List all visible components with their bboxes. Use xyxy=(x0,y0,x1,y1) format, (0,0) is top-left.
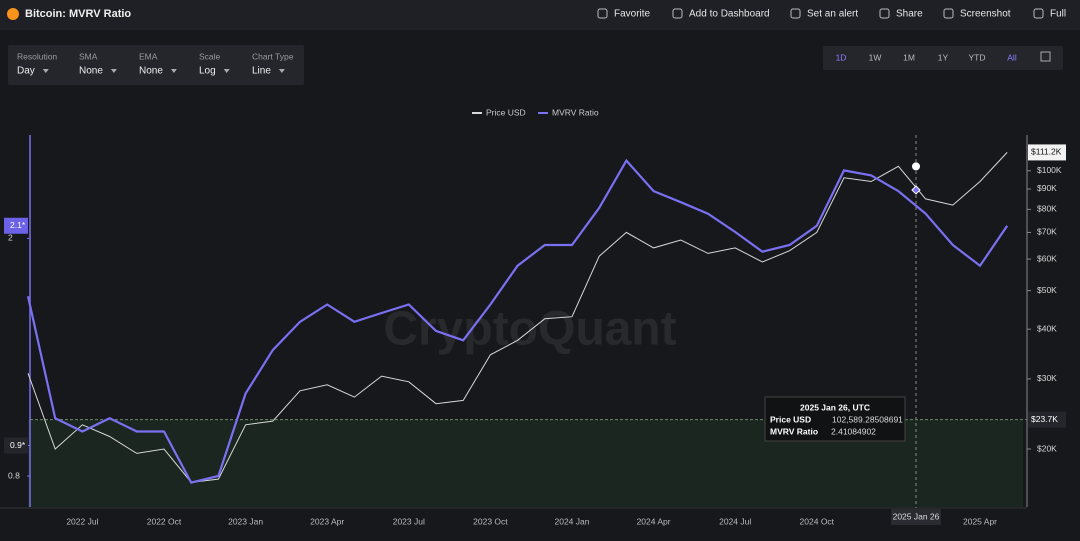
x-tick-label: 2024 Oct xyxy=(800,516,835,526)
top-bar xyxy=(0,0,1080,30)
action-icon[interactable] xyxy=(943,8,954,19)
x-tick-label: 2022 Oct xyxy=(147,516,182,526)
control-label: EMA xyxy=(139,51,158,61)
y2-tick-label: $100K xyxy=(1037,165,1062,175)
control-label: Scale xyxy=(199,51,221,61)
control-label: Chart Type xyxy=(252,51,294,61)
watermark: CryptoQuant xyxy=(383,303,676,356)
action-icon[interactable] xyxy=(1033,8,1044,19)
action-icon[interactable] xyxy=(790,8,801,19)
legend-label: MVRV Ratio xyxy=(552,107,599,117)
y2-tick-label: $70K xyxy=(1037,227,1057,237)
x-tick-label: 2024 Jan xyxy=(555,516,590,526)
value-marker xyxy=(1028,411,1066,428)
action-icon[interactable] xyxy=(597,8,608,19)
page-title: Bitcoin: MVRV Ratio xyxy=(25,8,131,20)
y2-tick-label: $60K xyxy=(1037,253,1057,263)
dropdown-caret[interactable] xyxy=(110,69,117,73)
value-marker-label: $111.2K xyxy=(1031,147,1062,157)
tooltip-title: 2025 Jan 26, UTC xyxy=(800,402,870,412)
series-line xyxy=(26,158,1009,484)
x-tick-label: 2023 Jul xyxy=(393,516,425,526)
dropdown-caret[interactable] xyxy=(223,69,230,73)
action-button[interactable]: Screenshot xyxy=(960,9,1011,20)
legend-label: Price USD xyxy=(486,107,526,117)
value-marker xyxy=(4,437,28,454)
action-button[interactable]: Share xyxy=(896,9,923,20)
y2-tick-label: $20K xyxy=(1037,443,1057,453)
range-panel xyxy=(823,46,1063,70)
x-tick-label: 2023 Apr xyxy=(310,516,344,526)
range-button[interactable]: 1D xyxy=(836,52,847,62)
controls-panel xyxy=(8,45,304,85)
y2-tick-label: $30K xyxy=(1037,373,1057,383)
value-marker-label: 0.9* xyxy=(10,440,26,450)
range-button[interactable]: 1W xyxy=(869,52,882,62)
y2-tick-label: $50K xyxy=(1037,285,1057,295)
y-tick-label: 0.8 xyxy=(8,470,20,480)
bitcoin-icon xyxy=(7,8,19,20)
dropdown-caret[interactable] xyxy=(42,69,49,73)
y-tick-label: 2 xyxy=(8,233,13,243)
value-marker-label: 2.1* xyxy=(10,220,26,230)
value-marker xyxy=(4,217,28,234)
tooltip-name: MVRV Ratio xyxy=(770,426,818,436)
value-marker-label: $23.7K xyxy=(1031,414,1058,424)
dropdown-caret[interactable] xyxy=(278,69,285,73)
range-button[interactable]: All xyxy=(1007,52,1017,62)
y2-tick-label: $40K xyxy=(1037,323,1057,333)
range-button[interactable]: 1Y xyxy=(938,52,949,62)
range-button[interactable]: YTD xyxy=(969,52,986,62)
crosshair-label: 2025 Jan 26 xyxy=(893,511,940,521)
x-tick-label: 2024 Apr xyxy=(637,516,671,526)
value-marker xyxy=(1028,144,1066,161)
control-value[interactable]: Day xyxy=(17,66,35,77)
control-label: Resolution xyxy=(17,51,57,61)
control-value[interactable]: None xyxy=(79,66,103,77)
control-label: SMA xyxy=(79,51,98,61)
x-tick-label: 2024 Jul xyxy=(719,516,751,526)
dropdown-caret[interactable] xyxy=(170,69,177,73)
x-tick-label: 2023 Jan xyxy=(228,516,263,526)
calendar-icon[interactable] xyxy=(1040,51,1051,62)
action-button[interactable]: Full xyxy=(1050,9,1066,20)
action-button[interactable]: Favorite xyxy=(614,9,651,20)
control-value[interactable]: None xyxy=(139,66,163,77)
action-button[interactable]: Add to Dashboard xyxy=(689,9,770,20)
action-icon[interactable] xyxy=(879,8,890,19)
x-tick-label: 2022 Jul xyxy=(66,516,98,526)
control-value[interactable]: Line xyxy=(252,66,271,77)
x-tick-label: 2023 Oct xyxy=(473,516,508,526)
action-button[interactable]: Set an alert xyxy=(807,9,858,20)
crosshair-dot xyxy=(912,162,920,171)
crosshair-diamond xyxy=(911,185,921,195)
tooltip-value: 102,589.28508691 xyxy=(832,414,903,424)
control-value[interactable]: Log xyxy=(199,66,216,77)
crosshair-label-box xyxy=(891,509,941,525)
tooltip-value: 2.41084902 xyxy=(831,426,876,436)
y2-tick-label: $90K xyxy=(1037,183,1057,193)
range-button[interactable]: 1M xyxy=(903,52,915,62)
tooltip xyxy=(764,396,906,442)
y2-tick-label: $80K xyxy=(1037,204,1057,214)
x-tick-label: 2025 Apr xyxy=(963,516,997,526)
tooltip-name: Price USD xyxy=(770,414,811,424)
action-icon[interactable] xyxy=(672,8,683,19)
